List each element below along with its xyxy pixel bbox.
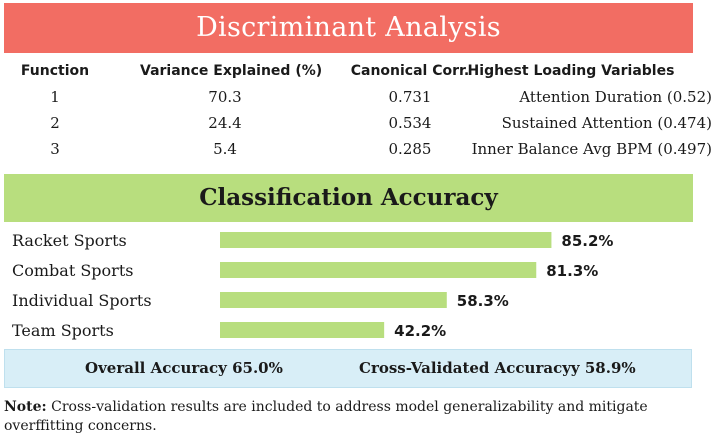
cell-variance: 5.4: [213, 140, 237, 158]
cell-loading: Inner Balance Avg BPM (0.497): [471, 140, 712, 158]
bar: [220, 322, 385, 338]
col-header-variance: Variance Explained (%): [140, 63, 323, 79]
table-row: 1 70.3 0.731 Attention Duration (0.52): [0, 84, 712, 110]
cross-validated-accuracy: Cross-Validated Accuracyy 58.9%: [359, 359, 636, 377]
page-title: Discriminant Analysis: [4, 3, 693, 53]
cell-function: 1: [50, 88, 60, 106]
col-header-loading: Highest Loading Variables: [467, 63, 675, 79]
cell-variance: 24.4: [208, 114, 242, 132]
category-label: Racket Sports: [12, 231, 127, 250]
bar: [220, 292, 447, 308]
cell-variance: 70.3: [208, 88, 242, 106]
overall-accuracy: Overall Accuracy 65.0%: [85, 359, 283, 377]
category-label: Individual Sports: [12, 291, 152, 310]
value-label: 85.2%: [561, 232, 613, 250]
accuracy-bar-chart: Racket Sports 85.2% Combat Sports 81.3% Indi…: [12, 231, 613, 340]
value-label: 58.3%: [457, 292, 509, 310]
table-row: 3 5.4 0.285 Inner Balance Avg BPM (0.497…: [0, 136, 712, 162]
value-label: 42.2%: [394, 322, 446, 340]
accuracy-summary: Overall Accuracy 65.0% Cross-Validated A…: [4, 349, 692, 388]
bar: [220, 232, 552, 248]
cell-corr: 0.731: [388, 88, 432, 106]
table-header-row: Function Variance Explained (%) Canonica…: [0, 58, 712, 84]
note-text: Cross-validation results are included to…: [4, 399, 648, 434]
cell-loading: Attention Duration (0.52): [519, 88, 712, 106]
col-header-canonical-corr: Canonical Corr.: [350, 63, 470, 79]
footnote: Note: Cross-validation results are inclu…: [4, 398, 712, 436]
cell-loading: Sustained Attention (0.474): [501, 114, 712, 132]
category-label: Combat Sports: [12, 261, 133, 280]
cell-function: 3: [50, 140, 60, 158]
cell-function: 2: [50, 114, 60, 132]
cell-corr: 0.534: [388, 114, 432, 132]
note-label: Note:: [4, 399, 47, 415]
col-header-function: Function: [20, 63, 90, 79]
cell-corr: 0.285: [388, 140, 432, 158]
value-label: 81.3%: [546, 262, 598, 280]
bar: [220, 262, 537, 278]
table-row: 2 24.4 0.534 Sustained Attention (0.474): [0, 110, 712, 136]
section-title: Classification Accuracy: [4, 174, 693, 222]
category-label: Team Sports: [12, 321, 114, 340]
